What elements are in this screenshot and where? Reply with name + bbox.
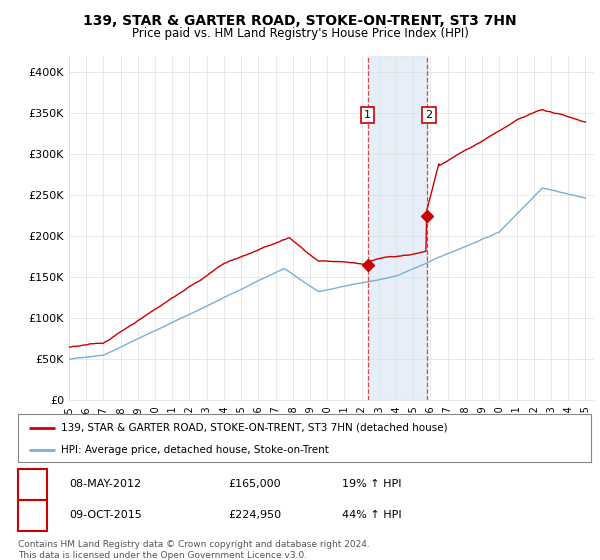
- Text: £224,950: £224,950: [228, 511, 281, 520]
- Text: 1: 1: [364, 110, 371, 120]
- Text: 09-OCT-2015: 09-OCT-2015: [69, 511, 142, 520]
- Text: 44% ↑ HPI: 44% ↑ HPI: [342, 511, 401, 520]
- Text: 139, STAR & GARTER ROAD, STOKE-ON-TRENT, ST3 7HN: 139, STAR & GARTER ROAD, STOKE-ON-TRENT,…: [83, 14, 517, 28]
- Text: 19% ↑ HPI: 19% ↑ HPI: [342, 479, 401, 489]
- Text: 2: 2: [28, 509, 37, 522]
- Text: 2: 2: [425, 110, 433, 120]
- Text: HPI: Average price, detached house, Stoke-on-Trent: HPI: Average price, detached house, Stok…: [61, 445, 329, 455]
- Text: Contains HM Land Registry data © Crown copyright and database right 2024.
This d: Contains HM Land Registry data © Crown c…: [18, 540, 370, 560]
- Text: 08-MAY-2012: 08-MAY-2012: [69, 479, 141, 489]
- Text: 139, STAR & GARTER ROAD, STOKE-ON-TRENT, ST3 7HN (detached house): 139, STAR & GARTER ROAD, STOKE-ON-TRENT,…: [61, 423, 448, 433]
- Text: 1: 1: [28, 478, 37, 491]
- Bar: [368, 56, 427, 400]
- Text: Price paid vs. HM Land Registry's House Price Index (HPI): Price paid vs. HM Land Registry's House …: [131, 27, 469, 40]
- Text: £165,000: £165,000: [228, 479, 281, 489]
